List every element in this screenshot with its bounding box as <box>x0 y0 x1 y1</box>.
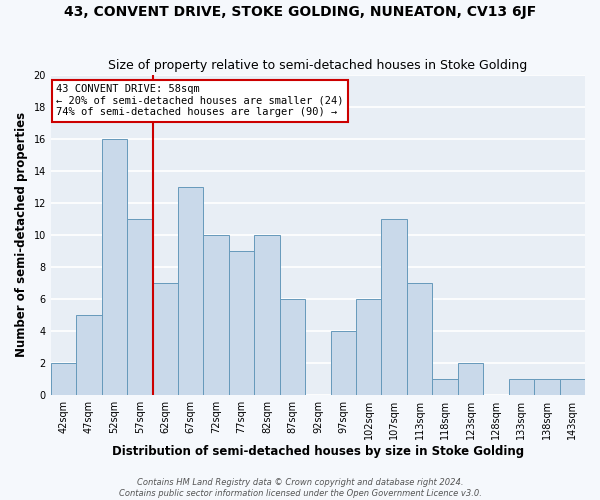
Title: Size of property relative to semi-detached houses in Stoke Golding: Size of property relative to semi-detach… <box>108 59 527 72</box>
Bar <box>152 282 178 395</box>
Bar <box>560 379 585 395</box>
Bar <box>534 379 560 395</box>
Bar <box>76 315 101 395</box>
Bar <box>127 218 152 395</box>
Bar <box>407 282 433 395</box>
Bar <box>229 250 254 395</box>
Text: 43 CONVENT DRIVE: 58sqm
← 20% of semi-detached houses are smaller (24)
74% of se: 43 CONVENT DRIVE: 58sqm ← 20% of semi-de… <box>56 84 344 117</box>
Bar <box>280 298 305 395</box>
Bar <box>509 379 534 395</box>
Bar <box>382 218 407 395</box>
X-axis label: Distribution of semi-detached houses by size in Stoke Golding: Distribution of semi-detached houses by … <box>112 444 524 458</box>
Bar <box>458 363 483 395</box>
Bar <box>51 363 76 395</box>
Bar <box>331 331 356 395</box>
Bar <box>203 234 229 395</box>
Y-axis label: Number of semi-detached properties: Number of semi-detached properties <box>15 112 28 358</box>
Text: Contains HM Land Registry data © Crown copyright and database right 2024.
Contai: Contains HM Land Registry data © Crown c… <box>119 478 481 498</box>
Bar <box>356 298 382 395</box>
Bar <box>178 186 203 395</box>
Text: 43, CONVENT DRIVE, STOKE GOLDING, NUNEATON, CV13 6JF: 43, CONVENT DRIVE, STOKE GOLDING, NUNEAT… <box>64 5 536 19</box>
Bar <box>254 234 280 395</box>
Bar <box>433 379 458 395</box>
Bar <box>101 138 127 395</box>
